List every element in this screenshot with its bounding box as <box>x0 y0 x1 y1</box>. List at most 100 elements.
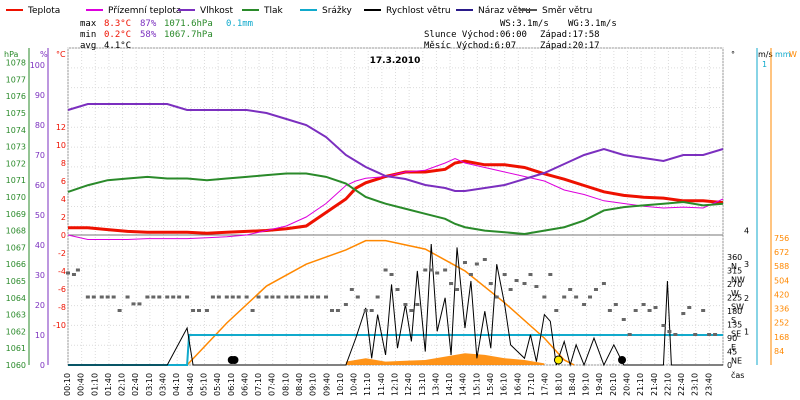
legend-label: Směr větru <box>542 6 592 16</box>
wind-direction-point <box>290 295 295 299</box>
unit-hpa: hPa <box>4 50 19 59</box>
time-tick: 13:10 <box>418 373 427 396</box>
pressure-tick: 1063 <box>6 311 26 320</box>
moonset-info: Západ:20:17 <box>540 41 600 51</box>
wind-direction-point <box>667 330 672 333</box>
time-tick: 21:10 <box>636 373 645 396</box>
wind-direction-point <box>151 295 156 299</box>
solar-fill <box>345 353 545 365</box>
wind-direction-point <box>528 273 533 276</box>
pressure-tick: 1068 <box>6 227 26 236</box>
wind-direction-point <box>210 295 215 299</box>
wind-direction-point <box>488 282 493 285</box>
time-tick: 06:10 <box>227 373 236 396</box>
wind-speed-tick: 2 <box>744 294 749 303</box>
direction-tick: 315 <box>727 267 742 276</box>
wind-direction-point <box>673 333 678 336</box>
pressure-tick: 1073 <box>6 143 26 152</box>
wind-direction-point <box>574 295 579 299</box>
time-tick: 06:40 <box>240 373 249 396</box>
wind-direction-point <box>429 268 434 272</box>
solar-tick: 588 <box>774 262 789 271</box>
wind-direction-point <box>296 295 301 299</box>
wind-direction-point <box>157 295 162 299</box>
time-tick: 05:40 <box>213 373 222 396</box>
wind-direction-point <box>85 295 90 299</box>
wind-direction-point <box>707 333 712 336</box>
humidity-tick: 30 <box>35 271 45 280</box>
solar-curve <box>186 239 575 366</box>
wind-direction-point <box>713 333 718 336</box>
wind-direction-point <box>687 306 692 309</box>
humidity-tick: 100 <box>30 61 45 70</box>
wind-direction-point <box>403 303 408 306</box>
wind-direction-point <box>75 268 80 272</box>
wind-direction-point <box>329 309 334 312</box>
time-tick: 09:10 <box>309 373 318 396</box>
pressure-tick: 1070 <box>6 193 26 202</box>
solar-tick: 252 <box>774 319 789 328</box>
temperature-tick: -4 <box>58 267 66 276</box>
wind-direction-point <box>409 309 414 312</box>
direction-label: SW <box>731 303 744 312</box>
wind-direction-point <box>369 309 374 312</box>
wind-direction-point <box>601 282 606 285</box>
time-tick: 12:40 <box>404 373 413 396</box>
wind-direction-point <box>613 303 618 306</box>
solar-tick: 672 <box>774 248 789 257</box>
wind-direction-point <box>661 324 666 327</box>
wind-direction-point <box>627 333 632 336</box>
time-tick: 00:40 <box>77 373 86 396</box>
solar-tick: 336 <box>774 305 789 314</box>
humidity-tick: 40 <box>35 241 45 250</box>
time-tick: 15:10 <box>472 373 481 396</box>
wind-direction-point <box>548 273 553 276</box>
time-tick: 04:10 <box>172 373 181 396</box>
wind-direction-point <box>66 271 70 275</box>
rain-tick: 1 <box>762 60 767 69</box>
time-tick: 01:40 <box>104 373 113 396</box>
time-tick: 22:10 <box>663 373 672 396</box>
legend-label: Vlhkost <box>200 6 233 16</box>
time-tick: 16:10 <box>500 373 509 396</box>
time-tick: 07:10 <box>254 373 263 396</box>
stat-avg-label: avg <box>80 41 96 51</box>
stat-max-label: max <box>80 19 97 29</box>
wind-direction-point <box>653 306 658 309</box>
wind-direction-point <box>71 273 76 276</box>
wind-direction-point <box>607 309 612 312</box>
wind-speed-info: WS:3.1m/s <box>500 19 549 29</box>
wind-direction-point <box>435 271 440 275</box>
pressure-tick: 1074 <box>6 126 26 135</box>
stat-max-press: 1071.6hPa <box>164 19 213 29</box>
wind-direction-point <box>647 309 652 312</box>
legend-label: Tlak <box>263 6 284 16</box>
direction-tick: 45 <box>727 348 737 357</box>
temperature-tick: -6 <box>58 285 66 294</box>
wind-direction-point <box>502 273 507 276</box>
stat-avg-temp: 4.1°C <box>104 41 131 51</box>
direction-tick: 180 <box>727 307 742 316</box>
legend-label: Náraz větru <box>478 6 531 16</box>
stat-min-temp: 0.2°C <box>104 30 131 40</box>
wind-direction-point <box>204 309 209 312</box>
stat-max-hum: 87% <box>140 19 157 29</box>
wind-speed-tick: 3 <box>744 260 749 269</box>
stat-min-hum: 58% <box>140 30 157 40</box>
wind-direction-point <box>568 288 573 291</box>
wind-direction-point <box>99 295 104 299</box>
wind-direction-point <box>508 288 513 291</box>
pressure-tick: 1061 <box>6 344 26 353</box>
humidity-tick: 80 <box>35 121 45 130</box>
time-tick: 10:10 <box>336 373 345 396</box>
wind-direction-point <box>355 295 360 299</box>
wind-direction-point <box>276 295 281 299</box>
direction-label: N <box>731 262 737 271</box>
pressure-tick: 1065 <box>6 277 26 286</box>
wind-direction-point <box>171 295 176 299</box>
time-tick: 18:40 <box>568 373 577 396</box>
unit-mm: mm <box>775 50 791 59</box>
moonrise-info: Měsíc Východ:6:07 <box>424 41 516 51</box>
wind-direction-point <box>423 268 428 272</box>
unit-deg: ° <box>731 50 735 59</box>
